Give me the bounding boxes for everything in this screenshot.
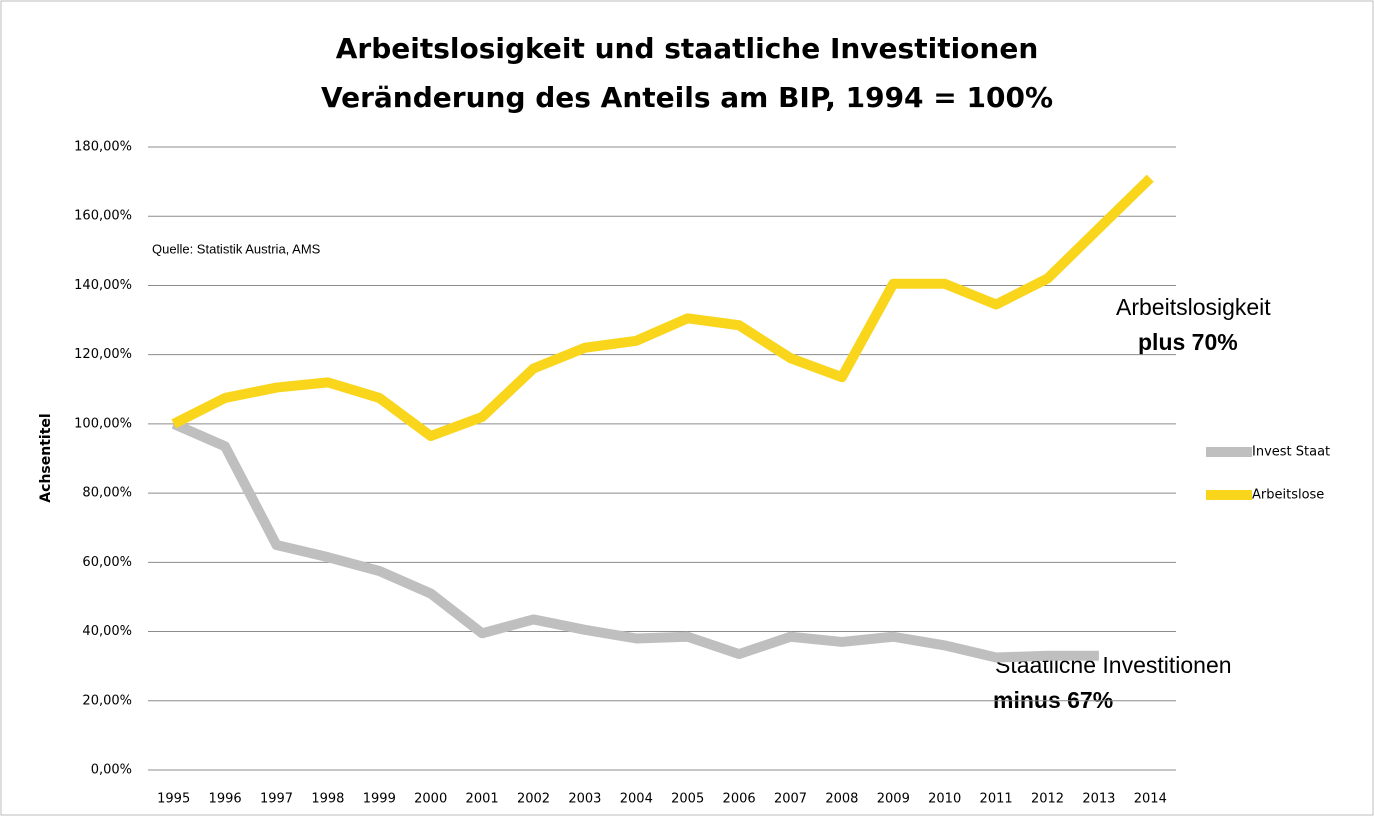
x-tick-label: 2011 <box>980 792 1013 807</box>
x-tick-label: 2014 <box>1134 792 1167 807</box>
y-tick-label: 180,00% <box>74 140 132 155</box>
x-tick-label: 1996 <box>209 792 242 807</box>
x-tick-label: 2004 <box>620 792 653 807</box>
annotation: Quelle: Statistik Austria, AMS <box>152 241 321 256</box>
legend-label: Arbeitslose <box>1252 488 1324 503</box>
y-tick-label: 80,00% <box>82 486 132 501</box>
y-tick-label: 20,00% <box>82 693 132 708</box>
chart-title: Arbeitslosigkeit und staatliche Investit… <box>336 32 1039 65</box>
x-tick-label: 1998 <box>311 792 344 807</box>
x-tick-label: 2010 <box>928 792 961 807</box>
x-tick-label: 2013 <box>1082 792 1115 807</box>
y-tick-label: 120,00% <box>74 347 132 362</box>
y-tick-label: 0,00% <box>91 763 132 778</box>
x-tick-label: 2000 <box>414 792 447 807</box>
y-tick-label: 100,00% <box>74 416 132 431</box>
annotation: Arbeitslosigkeit <box>1116 294 1271 320</box>
x-tick-label: 1997 <box>260 792 293 807</box>
x-tick-label: 2003 <box>568 792 601 807</box>
annotation: minus 67% <box>993 687 1113 713</box>
series-line <box>171 174 1154 442</box>
x-tick-label: 2008 <box>825 792 858 807</box>
x-tick-label: 2002 <box>517 792 550 807</box>
x-tick-label: 1995 <box>157 792 190 807</box>
annotation: plus 70% <box>1138 329 1238 355</box>
x-tick-label: 2006 <box>723 792 756 807</box>
x-tick-label: 2012 <box>1031 792 1064 807</box>
y-tick-label: 40,00% <box>82 624 132 639</box>
y-tick-label: 140,00% <box>74 278 132 293</box>
x-tick-label: 2001 <box>466 792 499 807</box>
x-tick-label: 1999 <box>363 792 396 807</box>
legend-label: Invest Staat <box>1252 445 1330 460</box>
x-tick-label: 2009 <box>877 792 910 807</box>
y-axis-label: Achsentitel <box>38 413 54 502</box>
chart-subtitle: Veränderung des Anteils am BIP, 1994 = 1… <box>321 81 1053 114</box>
y-tick-label: 160,00% <box>74 209 132 224</box>
series-line <box>171 419 1099 663</box>
x-tick-label: 2005 <box>671 792 704 807</box>
x-tick-label: 2007 <box>774 792 807 807</box>
y-tick-label: 60,00% <box>82 555 132 570</box>
